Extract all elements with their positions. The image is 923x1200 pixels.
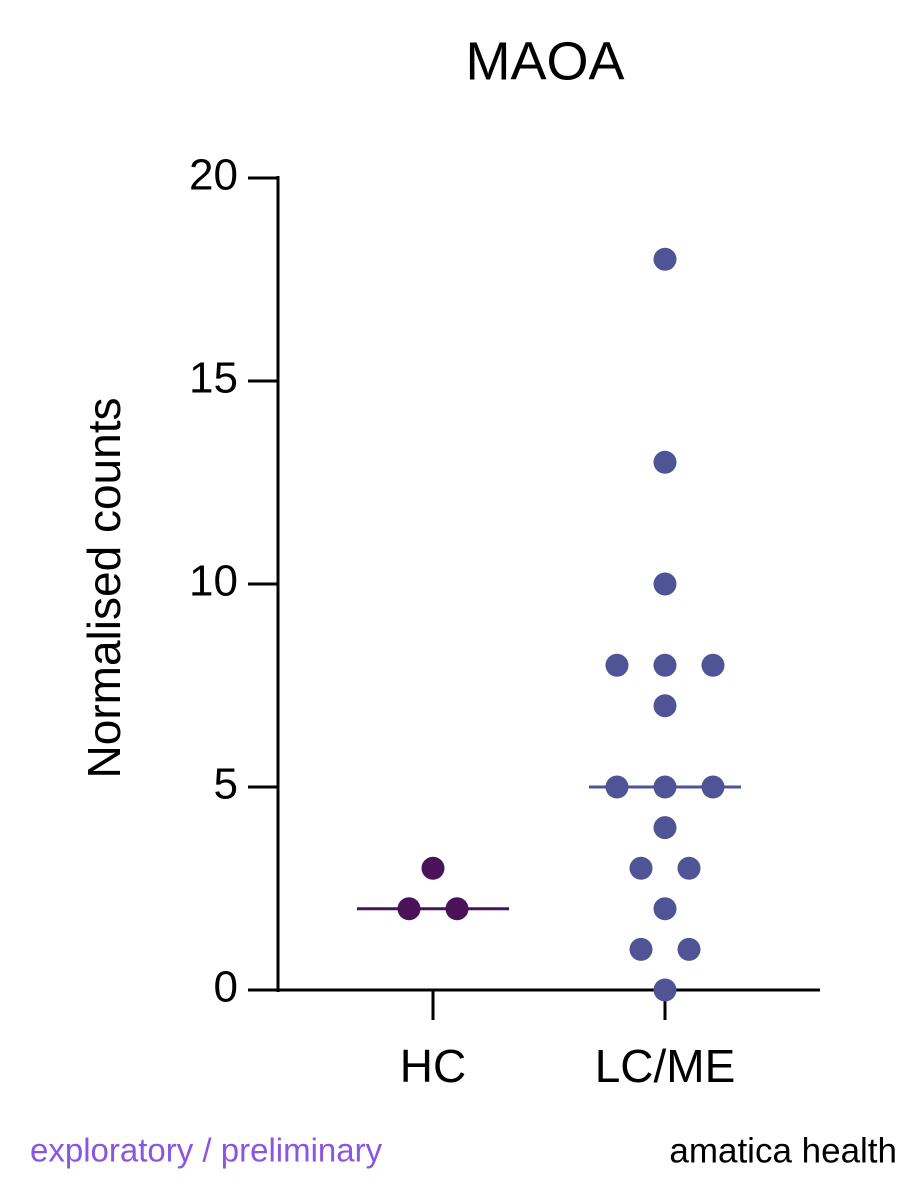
data-point: [445, 897, 469, 921]
data-point: [397, 897, 421, 921]
data-point: [653, 978, 677, 1002]
y-axis-label: Normalised counts: [78, 398, 130, 779]
data-point: [653, 694, 677, 718]
data-point: [653, 653, 677, 677]
data-point: [653, 897, 677, 921]
x-tick-label: HC: [400, 1040, 466, 1092]
data-point: [701, 653, 725, 677]
y-tick-label: 15: [189, 354, 238, 403]
y-tick-label: 20: [189, 151, 238, 200]
data-point: [653, 775, 677, 799]
data-point: [653, 450, 677, 474]
data-point: [677, 856, 701, 880]
y-tick-label: 5: [214, 760, 238, 809]
data-point: [653, 572, 677, 596]
data-point: [653, 247, 677, 271]
y-tick-label: 10: [189, 557, 238, 606]
footer-right: amatica health: [669, 1131, 897, 1170]
footer-left: exploratory / preliminary: [30, 1132, 383, 1169]
data-point: [701, 775, 725, 799]
x-tick-label: LC/ME: [595, 1040, 736, 1092]
data-point: [421, 856, 445, 880]
y-tick-label: 0: [214, 963, 238, 1012]
data-point: [605, 775, 629, 799]
data-point: [629, 937, 653, 961]
data-point: [653, 816, 677, 840]
chart-title: MAOA: [465, 31, 624, 91]
data-point: [677, 937, 701, 961]
data-point: [629, 856, 653, 880]
data-point: [605, 653, 629, 677]
